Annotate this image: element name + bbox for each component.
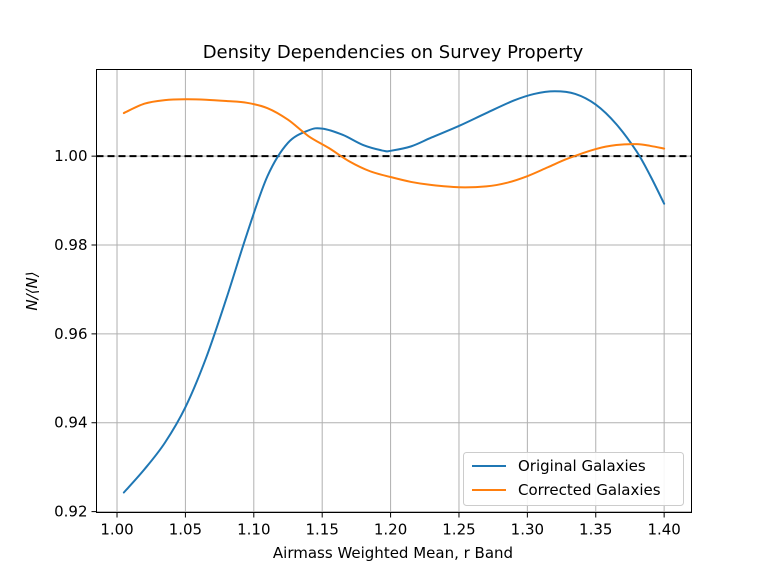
legend: Original Galaxies Corrected Galaxies xyxy=(463,452,684,506)
y-tick-label: 0.96 xyxy=(54,325,87,343)
y-axis: 0.92 0.94 0.96 0.98 1.00 xyxy=(54,147,97,521)
y-tick-label: 0.98 xyxy=(54,236,87,254)
x-axis-label: Airmass Weighted Mean, r Band xyxy=(273,544,513,562)
legend-label-corrected: Corrected Galaxies xyxy=(518,481,661,499)
x-axis: 1.00 1.05 1.10 1.15 1.20 1.25 1.30 1.35 1.40 xyxy=(100,512,681,539)
plot-area-frame xyxy=(96,69,692,513)
x-tick-label: 1.35 xyxy=(579,521,612,539)
x-tick-label: 1.30 xyxy=(511,521,544,539)
x-tick-label: 1.20 xyxy=(374,521,407,539)
series-group xyxy=(122,90,666,494)
x-tick-label: 1.00 xyxy=(100,521,133,539)
x-tick-label: 1.10 xyxy=(237,521,270,539)
x-tick-label: 1.25 xyxy=(442,521,475,539)
x-tick-label: 1.15 xyxy=(305,521,338,539)
y-axis-label: N/⟨N⟩ xyxy=(23,271,41,310)
x-tick-label: 1.40 xyxy=(647,521,680,539)
y-tick-label: 0.92 xyxy=(54,503,87,521)
series-corrected-galaxies xyxy=(122,98,666,189)
chart-title: Density Dependencies on Survey Property xyxy=(203,42,584,63)
legend-frame xyxy=(463,452,684,506)
y-tick-label: 0.94 xyxy=(54,414,87,432)
y-tick-label: 1.00 xyxy=(54,147,87,165)
x-tick-label: 1.05 xyxy=(169,521,202,539)
legend-label-original: Original Galaxies xyxy=(518,457,646,475)
series-original-galaxies xyxy=(122,90,666,494)
